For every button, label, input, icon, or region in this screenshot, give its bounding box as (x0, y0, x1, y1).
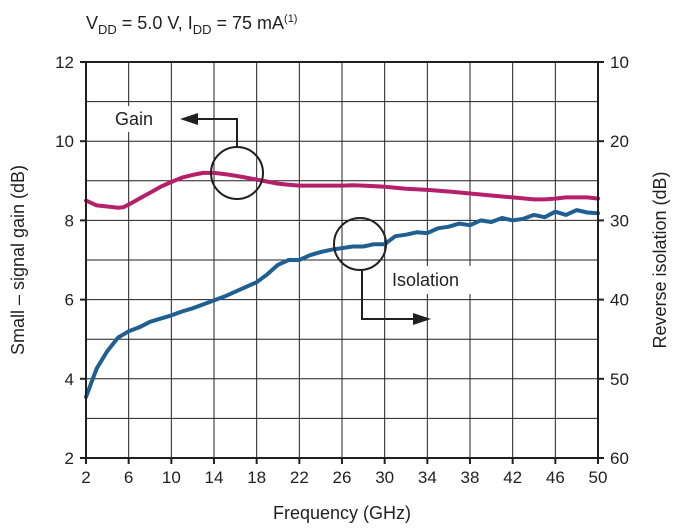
gain-callout-arrowhead (180, 113, 198, 125)
y-tick-label-right: 30 (610, 211, 629, 230)
y-tick-label-left: 8 (65, 211, 74, 230)
y-axis-label-right: Reverse isolation (dB) (650, 171, 670, 348)
x-tick-label: 2 (81, 468, 90, 487)
title-idd-value: = 75 mA (211, 13, 284, 33)
x-tick-label: 18 (247, 468, 266, 487)
chart-title: VDD = 5.0 V, IDD = 75 mA(1) (86, 13, 297, 37)
series-lines (84, 170, 600, 399)
y-tick-label-left: 2 (65, 449, 74, 468)
x-tick-label: 38 (461, 468, 480, 487)
y-tick-label-left: 4 (65, 370, 74, 389)
title-footnote: (1) (284, 13, 297, 25)
x-tick-label: 10 (162, 468, 181, 487)
x-axis-label: Frequency (GHz) (273, 503, 411, 523)
y-tick-label-left: 12 (55, 53, 74, 72)
x-tick-label: 50 (589, 468, 608, 487)
y-tick-label-right: 60 (610, 449, 629, 468)
gain-callout-leader (196, 118, 238, 147)
series-line-isolation (84, 208, 600, 399)
gain-label-bg (112, 106, 164, 132)
isolation-label-bg (388, 266, 472, 294)
title-vdd-sub: DD (98, 22, 117, 37)
x-tick-label: 6 (124, 468, 133, 487)
y-tick-label-right: 50 (610, 370, 629, 389)
title-idd-sub: DD (193, 22, 212, 37)
isolation-callout-arrowhead (413, 313, 431, 325)
title-vdd-value: = 5.0 V, I (117, 13, 193, 33)
isolation-callout-leader (361, 270, 413, 320)
isolation-callout-circle (333, 217, 387, 271)
y-tick-label-right: 10 (610, 53, 629, 72)
x-tick-label: 46 (546, 468, 565, 487)
gain-label: Gain (115, 109, 153, 129)
x-tick-label: 14 (205, 468, 224, 487)
x-tick-label: 30 (375, 468, 394, 487)
y-tick-label-left: 6 (65, 291, 74, 310)
x-tick-label: 34 (418, 468, 437, 487)
y-axis-label-left: Small – signal gain (dB) (8, 165, 28, 355)
y-tick-label-right: 40 (610, 291, 629, 310)
series-line-gain (84, 170, 600, 210)
isolation-label: Isolation (392, 270, 459, 290)
y-tick-label-left: 10 (55, 132, 74, 151)
plot-frame (85, 61, 599, 459)
y-tick-label-right: 20 (610, 132, 629, 151)
x-tick-label: 22 (290, 468, 309, 487)
title-vdd: V (86, 13, 98, 33)
x-tick-label: 26 (333, 468, 352, 487)
x-tick-label: 42 (503, 468, 522, 487)
